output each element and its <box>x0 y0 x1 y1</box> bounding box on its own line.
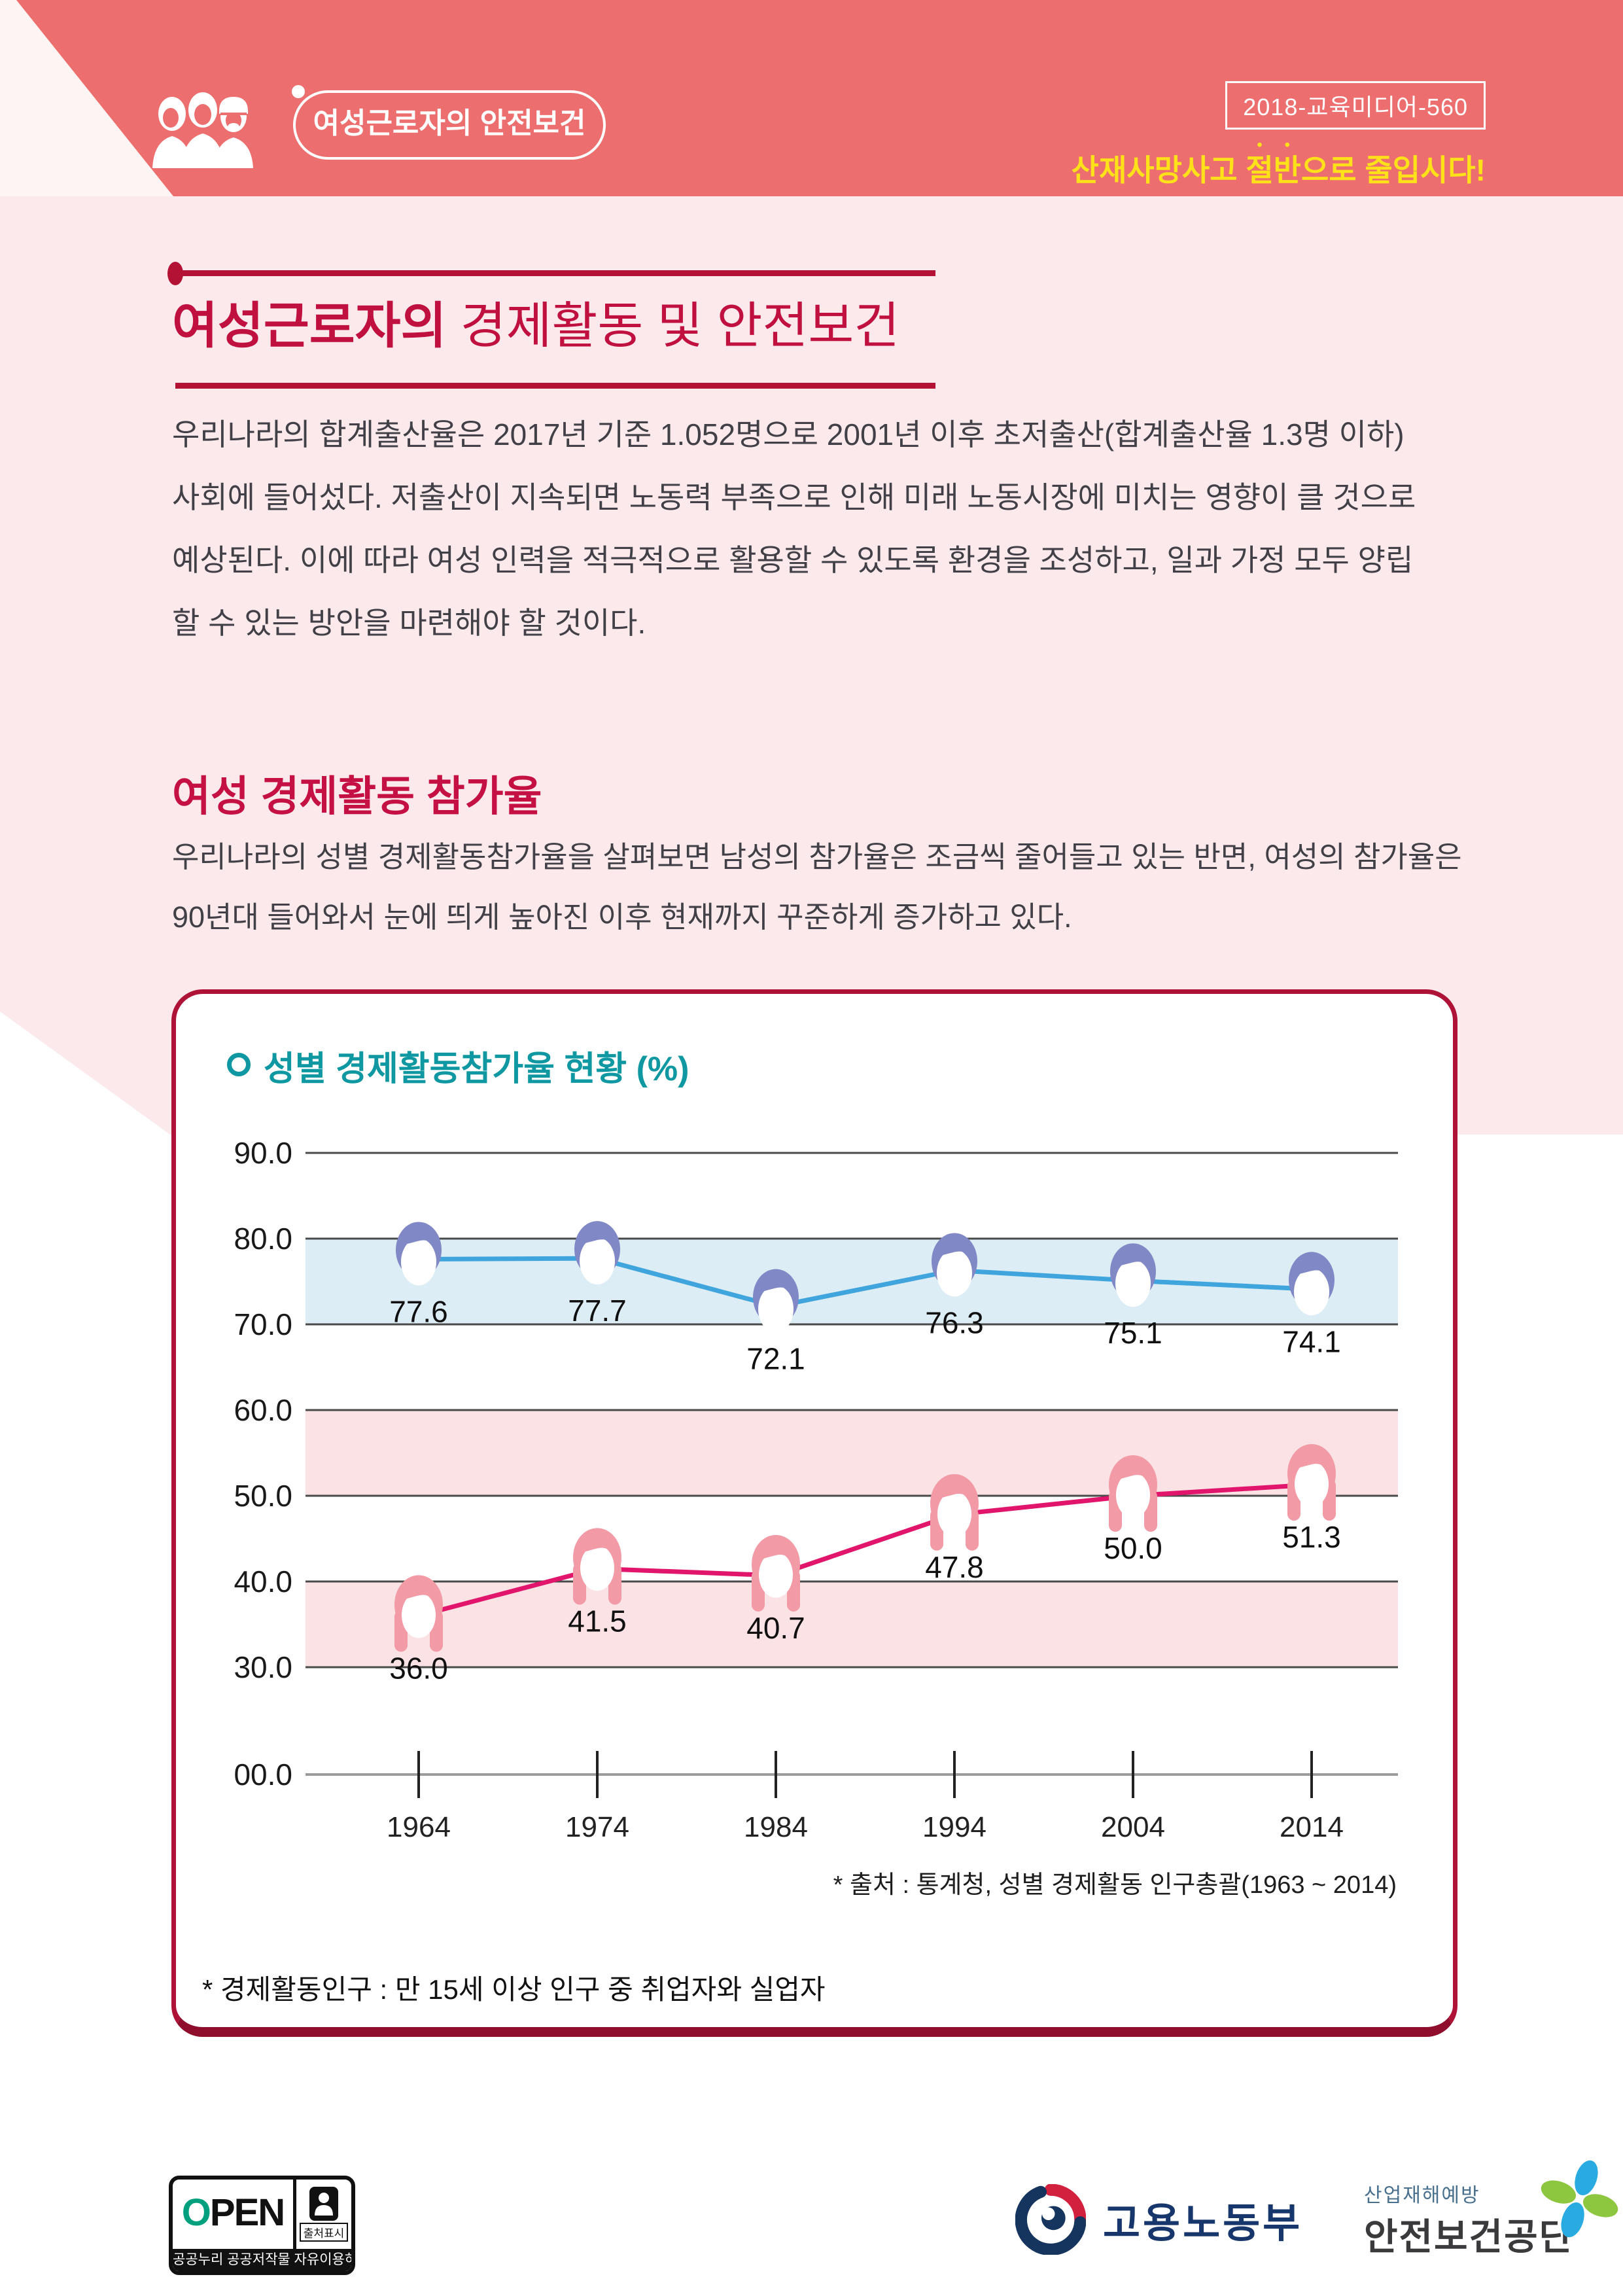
page-title: 여성근로자의 경제활동 및 안전보건 <box>172 285 899 357</box>
kosha-pinwheel-icon <box>1541 2160 1618 2238</box>
title-rule-top <box>167 262 935 285</box>
y-tick-label: 40.0 <box>234 1564 292 1598</box>
value-label: 77.6 <box>389 1294 448 1328</box>
y-tick-label: 60.0 <box>234 1393 292 1427</box>
page-title-rest: 경제활동 및 안전보건 <box>446 298 900 354</box>
workers-icon <box>152 92 253 168</box>
slogan-suffix: 으로 줄입시다! <box>1300 153 1486 187</box>
moel-name: 고용노동부 <box>1103 2201 1303 2246</box>
y-tick-label: 70.0 <box>234 1307 292 1341</box>
open-attribution-label: 출처표시 <box>299 2223 349 2242</box>
female-face-icon <box>1287 1443 1336 1521</box>
section-heading: 여성 경제활동 참가율 <box>172 773 542 820</box>
y-tick-label: 50.0 <box>234 1479 292 1513</box>
doc-number-badge: 2018-교육미디어-560 <box>1225 81 1486 130</box>
year-label: 1994 <box>922 1811 986 1843</box>
value-label: 36.0 <box>389 1651 448 1685</box>
year-label: 1984 <box>744 1811 808 1843</box>
baseline-label: 00.0 <box>234 1757 292 1792</box>
bullet-ring-icon <box>227 1053 251 1076</box>
value-label: 74.1 <box>1282 1324 1341 1358</box>
value-label: 40.7 <box>746 1611 805 1645</box>
pink-background <box>0 196 1623 1135</box>
series-line <box>418 1482 1312 1618</box>
open-wordmark: OPEN <box>173 2180 293 2249</box>
slogan-emphasis: 절반 <box>1246 153 1301 187</box>
intro-paragraph: 우리나라의 합계출산율은 2017년 기준 1.052명으로 2001년 이후 … <box>172 417 1416 640</box>
band <box>305 1410 1398 1496</box>
year-label: 2014 <box>1280 1811 1344 1843</box>
header-banner: 여성근로자의 안전보건 2018-교육미디어-560 산재사망사고 절반으로 줄… <box>0 0 1623 196</box>
chart-card: 성별 경제활동참가율 현황 (%) 90.0 80.0 70.0 60.0 50.0 40… <box>171 989 1457 2037</box>
band <box>305 1239 1398 1324</box>
chart-source-note: * 출처 : 통계청, 성별 경제활동 인구총괄(1963 ~ 2014) <box>833 1871 1397 1899</box>
year-label: 1974 <box>565 1811 629 1843</box>
slogan-prefix: 산재사망사고 <box>1071 153 1246 187</box>
capsule-dot <box>292 85 305 98</box>
series-line <box>418 1256 1312 1309</box>
year-label: 2004 <box>1101 1811 1165 1843</box>
value-label: 47.8 <box>925 1550 984 1584</box>
slogan: 산재사망사고 절반으로 줄입시다! <box>1072 136 1486 190</box>
chart-title-text: 성별 경제활동참가율 현황 (%) <box>264 1050 689 1088</box>
brand-capsule: 여성근로자의 안전보건 <box>292 85 606 160</box>
title-rule-dot <box>167 262 183 285</box>
band <box>305 1581 1398 1667</box>
kosha-name: 안전보건공단 <box>1364 2216 1575 2257</box>
moel-logo: 고용노동부 <box>1015 2184 1302 2255</box>
value-label: 50.0 <box>1104 1531 1162 1565</box>
value-label: 72.1 <box>746 1341 805 1375</box>
open-o-swirl-icon: O <box>181 2191 211 2234</box>
value-label: 75.1 <box>1104 1316 1162 1350</box>
person-icon <box>309 2187 338 2221</box>
female-face-icon <box>1109 1455 1157 1532</box>
y-tick-label: 90.0 <box>234 1136 292 1170</box>
value-label: 77.7 <box>568 1294 627 1328</box>
female-face-icon <box>930 1474 979 1551</box>
y-tick-label: 30.0 <box>234 1650 292 1684</box>
value-label: 41.5 <box>568 1604 627 1638</box>
chart-title: 성별 경제활동참가율 현황 (%) <box>227 1041 689 1090</box>
y-tick-label: 80.0 <box>234 1222 292 1256</box>
open-badge-top: OPEN 출처표시 <box>173 2180 351 2249</box>
page-title-emphasis: 여성근로자의 <box>172 298 447 354</box>
section-paragraph: 우리나라의 성별 경제활동참가율을 살펴보면 남성의 참가율은 조금씩 줄어들고… <box>172 840 1462 934</box>
open-badge-caption: 공공누리 공공저작물 자유이용허락 <box>173 2249 351 2271</box>
brand-label: 여성근로자의 안전보건 <box>313 107 586 139</box>
value-label: 51.3 <box>1282 1520 1341 1554</box>
moel-taegeuk-icon <box>1015 2184 1086 2255</box>
open-pen-text: PEN <box>209 2191 285 2234</box>
value-label: 76.3 <box>925 1305 984 1339</box>
chart-footnote: * 경제활동인구 : 만 15세 이상 인구 중 취업자와 실업자 <box>202 1974 826 2005</box>
kosha-tagline: 산업재해예방 <box>1364 2185 1480 2206</box>
kosha-logo: 산업재해예방 안전보건공단 <box>1364 2179 1574 2261</box>
participation-rate-chart: 90.0 80.0 70.0 60.0 50.0 40.0 30.0 00.0 1964 1974… <box>234 1136 1398 1843</box>
open-attribution-cell: 출처표시 <box>293 2180 351 2249</box>
title-rule-bottom <box>175 383 935 389</box>
year-label: 1964 <box>387 1811 451 1843</box>
open-license-badge: OPEN 출처표시 공공누리 공공저작물 자유이용허락 <box>169 2176 355 2275</box>
